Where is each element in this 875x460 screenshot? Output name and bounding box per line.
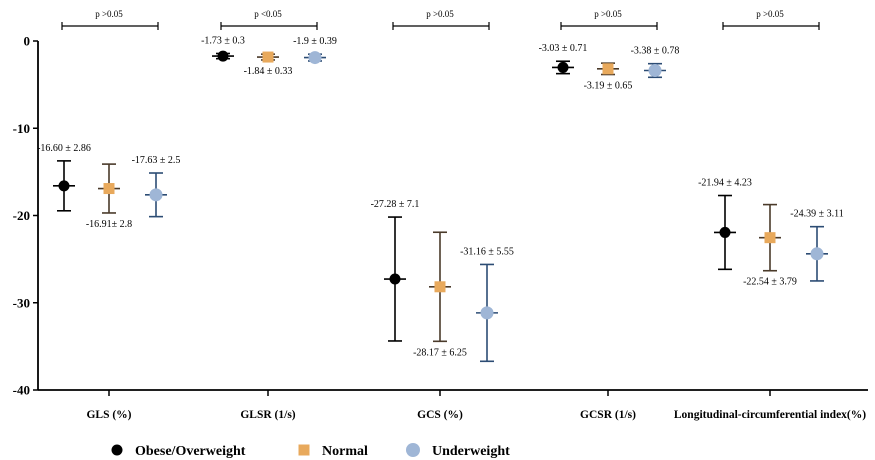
legend-item: Obese/Overweight: [111, 444, 246, 459]
p-value-label: p <0.05: [254, 9, 282, 19]
y-tick-label: -30: [13, 295, 30, 310]
data-label: -24.39 ± 3.11: [790, 209, 843, 220]
x-tick-label: GCSR (1/s): [580, 409, 636, 421]
legend-item: Underweight: [406, 443, 510, 459]
marker-circle: [719, 226, 731, 238]
marker-circle: [217, 50, 229, 62]
data-label: -16.91± 2.8: [86, 219, 132, 230]
data-label: -3.19 ± 0.65: [584, 81, 633, 92]
data-point-obese-overweight: [714, 194, 736, 271]
data-label: -31.16 ± 5.55: [460, 246, 514, 257]
data-point-underweight: [476, 263, 498, 363]
data-point-underweight: [145, 172, 167, 218]
legend-item: Normal: [298, 444, 368, 459]
legend-marker-square: [298, 444, 310, 456]
data-point-obese-overweight: [53, 160, 75, 212]
axes: 0 -10 -20 -30 -40 GLS (%) GLSR (1/s) GCS (%) GCS…: [13, 34, 868, 421]
data-point-normal: [257, 51, 279, 63]
y-tick-label: -20: [13, 208, 30, 223]
marker-square: [262, 51, 274, 63]
x-tick-label: GCS (%): [417, 409, 463, 421]
marker-circle: [149, 188, 163, 202]
marker-square: [434, 281, 446, 293]
marker-square: [103, 183, 115, 195]
data-labels: -16.60 ± 2.86 -1.73 ± 0.3 -27.28 ± 7.1 -3.0…: [37, 35, 844, 358]
marker-circle: [648, 63, 662, 77]
marker-circle: [557, 61, 569, 73]
data-label: -1.84 ± 0.33: [244, 66, 293, 77]
y-tick-label: -40: [13, 383, 30, 398]
data-label: -27.28 ± 7.1: [371, 199, 420, 210]
marker-square: [602, 63, 614, 75]
data-point-obese-overweight: [384, 216, 406, 342]
p-value-brackets: p >0.05 p <0.05 p >0.05 p >0.05 p >0.05: [61, 9, 820, 30]
legend-label: Underweight: [432, 444, 510, 459]
data-point-normal: [597, 62, 619, 76]
legend-marker-circle: [111, 444, 123, 456]
data-point-obese-overweight: [212, 50, 234, 62]
p-value-label: p >0.05: [756, 9, 784, 19]
data-point-underweight: [304, 51, 326, 65]
marker-circle: [308, 51, 322, 65]
legend-label: Obese/Overweight: [135, 444, 246, 459]
data-label: -16.60 ± 2.86: [37, 143, 91, 154]
marker-circle: [58, 180, 70, 192]
chart-marks: [53, 50, 828, 363]
y-tick-label: 0: [24, 34, 31, 49]
marker-circle: [810, 247, 824, 261]
p-value-label: p >0.05: [426, 9, 454, 19]
data-point-obese-overweight: [552, 60, 574, 75]
data-label: -1.73 ± 0.3: [201, 35, 245, 46]
x-tick-label: Longitudinal-circumferential index(%): [674, 409, 866, 421]
data-label: -17.63 ± 2.5: [132, 155, 181, 166]
data-point-normal: [98, 163, 120, 214]
p-value-label: p >0.05: [594, 9, 622, 19]
marker-circle: [480, 306, 494, 320]
data-label: -3.38 ± 0.78: [631, 46, 680, 57]
data-label: -21.94 ± 4.23: [698, 178, 752, 189]
data-point-normal: [429, 231, 451, 343]
data-label: -1.9 ± 0.39: [293, 36, 337, 47]
marker-square: [764, 232, 776, 244]
p-value-label: p >0.05: [95, 9, 123, 19]
x-tick-label: GLSR (1/s): [240, 409, 295, 421]
data-label: -3.03 ± 0.71: [539, 43, 588, 54]
y-tick-label: -10: [13, 121, 30, 136]
legend-label: Normal: [322, 444, 368, 459]
data-point-normal: [759, 203, 781, 272]
data-label: -22.54 ± 3.79: [743, 277, 797, 288]
data-label: -28.17 ± 6.25: [413, 347, 467, 358]
data-point-underweight: [644, 62, 666, 79]
legend-marker-circle: [406, 443, 420, 457]
data-point-underweight: [806, 225, 828, 282]
x-tick-label: GLS (%): [86, 409, 131, 421]
marker-circle: [389, 273, 401, 285]
legend: Obese/Overweight Normal Underweight: [111, 443, 510, 459]
